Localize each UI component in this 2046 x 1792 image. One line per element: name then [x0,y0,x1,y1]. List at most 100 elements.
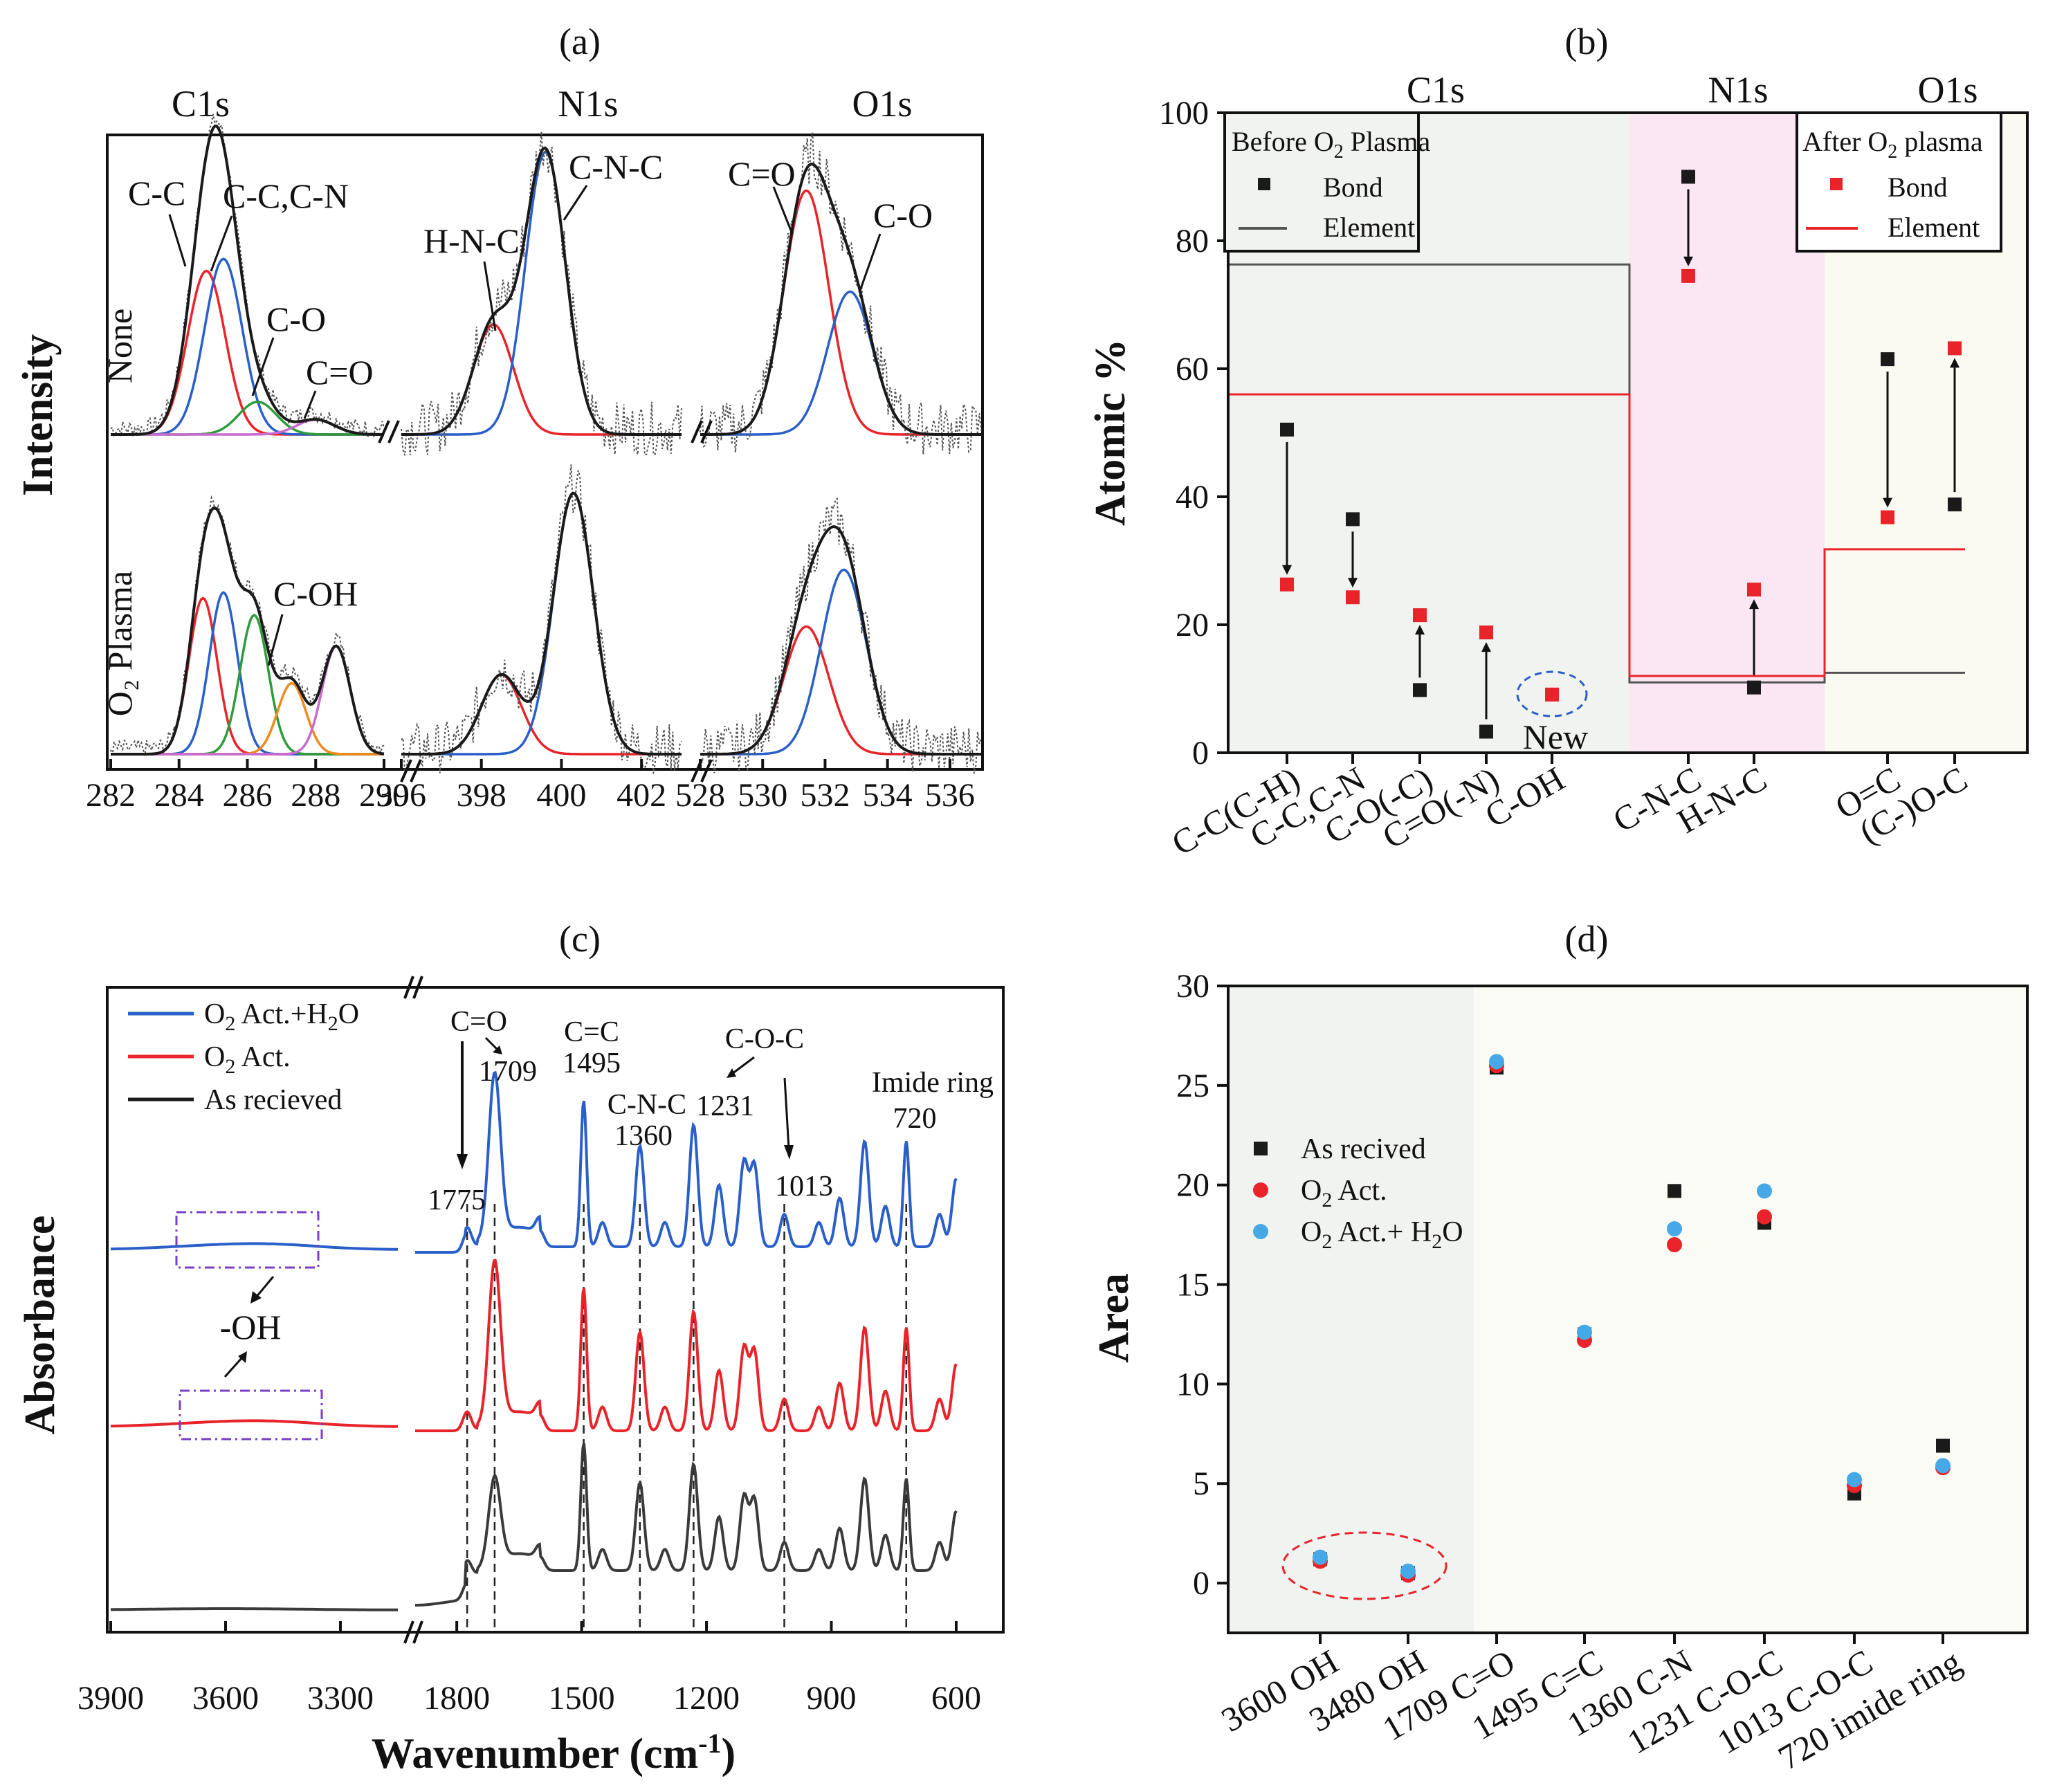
c-x-tick-label: 3300 [307,1680,374,1717]
area-point-circle [1667,1237,1682,1252]
bond-point-before [1681,170,1695,184]
oh-box-top [175,1211,320,1269]
fit-envelope [111,125,384,436]
new-highlight [1516,670,1588,717]
component-peak-c-c [111,596,384,756]
b-y-axis-label: Atomic % [1087,339,1134,526]
d-y-tick-label: 0 [1193,1565,1209,1602]
b-y-tick-label: 0 [1192,735,1209,771]
d-legend-marker [1253,1224,1268,1239]
c-x-tick-label: 3900 [77,1680,144,1717]
annot-cccn: C-C,C-N [223,176,349,215]
annot-cnc-arrow [563,185,588,221]
component-peak-c-n-c [401,491,682,756]
annot-o1s-c=o: C=O [728,154,796,193]
ftir-black-high [110,1607,398,1611]
annot-cc: C-C [128,174,185,212]
bond-point-before [1280,422,1294,437]
fit-envelope [700,525,981,756]
new-label: New [1523,717,1588,756]
annot-c=o: C=O [306,353,374,392]
legend-after-bond-label: Bond [1888,172,1948,203]
b-y-axis: 0 20 40 60 80 100 [1159,95,1228,771]
d-oh-highlight [1281,1531,1447,1600]
b-region-o1s: O1s [1917,69,1978,111]
a-x-tick-label: 286 [223,777,273,814]
oh-arrow-bottom [223,1357,244,1378]
area-point-circle [1757,1183,1772,1199]
d-y-tick-label: 20 [1176,1167,1209,1204]
annot-hnc-arrow [483,261,497,331]
legend-before-bond-label: Bond [1323,172,1383,203]
c-x-axis-label: Wavenumber (cm-1) [372,1728,736,1777]
d-y-axis-label: Area [1090,1273,1138,1363]
oh-arrow-top [255,1276,275,1298]
region-label-o1s: O1s [852,83,912,125]
bond-point-before [1747,680,1761,695]
component-peak-c=o [700,625,981,756]
fit-envelope [401,146,682,436]
c-x-tick-label: 1200 [673,1680,740,1717]
d-region-shade-oh [1228,986,1474,1633]
region-shade-n1s [1629,113,1825,753]
annot-1775: 1775 [428,1185,486,1216]
annot-imide: Imide ring [872,1067,994,1099]
c-axis-break [403,976,423,1644]
area-point-square [1936,1438,1950,1453]
d-y-tick-label: 10 [1176,1366,1209,1402]
ftir-black-fingerprint [415,1443,958,1607]
y-axis-label: Intensity [15,334,62,496]
element-level-line [1228,263,1965,684]
bond-point-before [1881,352,1894,367]
fit-envelope [401,491,682,756]
element-level-line [1228,393,1965,677]
bond-point-before [1948,497,1962,512]
a-x-tick-label: 396 [376,777,426,814]
d-legend-label: O2 Act. [1301,1175,1387,1212]
area-point-circle [1935,1458,1951,1474]
area-point-circle [1667,1220,1682,1236]
area-point-circle [1400,1563,1416,1579]
change-arrowhead [1749,599,1759,610]
ftir-red-high [110,1419,399,1428]
c-legend-label: As recieved [204,1084,342,1116]
b-y-tick-label: 100 [1159,95,1209,131]
change-arrowhead [1415,625,1425,635]
bond-point-before [1413,683,1427,697]
oh-arrowhead-bottom [238,1351,247,1363]
d-y-tick-label: 30 [1176,968,1209,1005]
change-arrowhead [1282,565,1292,575]
legend-after-bond-marker [1830,178,1843,190]
ftir-blue-fingerprint [415,1070,958,1254]
change-arrowhead [1683,256,1693,266]
ftir-curves [110,1070,958,1611]
annot-1709-arrow [484,1036,500,1052]
oh-label: -OH [220,1308,282,1346]
annot-1709-arrowhead [493,1045,502,1054]
raw-data [401,464,682,774]
annot-1231-arrow [731,1056,755,1075]
annot-coh: C-OH [273,574,358,613]
b-y-tick-label: 40 [1176,479,1209,515]
annot-cccn-arrow [210,215,233,272]
peak-annotations: C-C C-C,C-N C-O C=O H-N-C C-N-C C=O C-O … [128,147,933,666]
area-point-circle [1847,1472,1862,1488]
panel-a-label: (a) [559,21,601,62]
annot-1231: 1231 [696,1090,754,1122]
a-x-tick-label: 400 [536,777,586,814]
panel-c: (c) Absorbance Wavenumber (cm-1) 3900 360… [17,918,1005,1777]
a-x-tick-label: 532 [800,777,850,814]
a-x-tick-label: 530 [738,777,787,814]
panel-d-label: (d) [1565,918,1609,960]
b-y-tick-label: 20 [1176,607,1209,643]
c-x-axis-ticks: 3900 3600 3300 1800 1500 1200 900 600 [77,1621,981,1717]
annot-c=c-bond: C=C [564,1016,619,1048]
area-point-square [1668,1184,1681,1198]
annot-coh-arrow [267,614,284,666]
d-legend-label: O2 Act.+ H2O [1301,1216,1463,1253]
d-y-tick-label: 5 [1193,1465,1209,1502]
a-x-tick-label: 402 [616,777,666,814]
bond-point-after [1413,608,1427,623]
c-x-tick-label: 900 [807,1680,857,1717]
